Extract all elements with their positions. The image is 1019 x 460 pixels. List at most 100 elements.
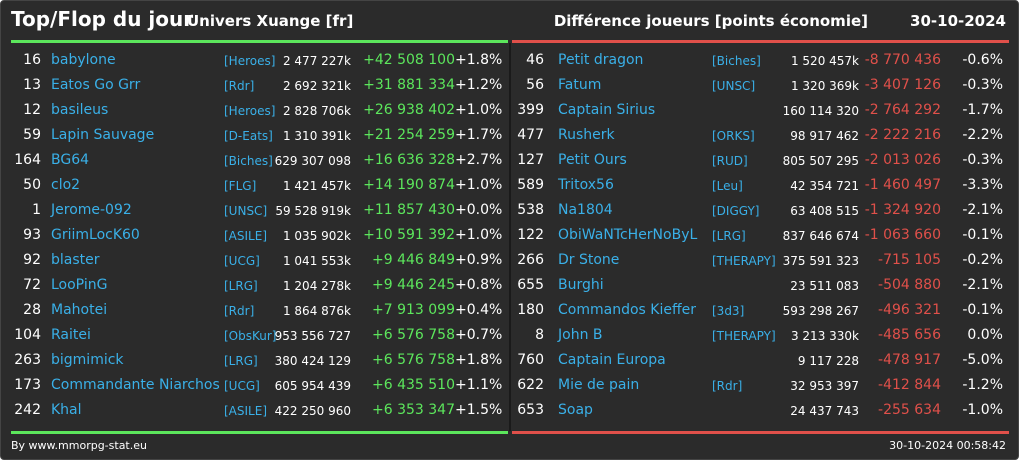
player-name-link[interactable]: Commandos Kieffer	[558, 302, 696, 318]
player-name-link[interactable]: Khal	[51, 402, 82, 418]
alliance-tag-link[interactable]: [THERAPY]	[712, 254, 776, 268]
alliance-tag-link[interactable]: [RUD]	[712, 154, 748, 168]
table-row: 46 Petit dragon [Biches] 1 520 457k -8 770 4…	[512, 49, 1009, 74]
rank-cell: 72	[23, 277, 41, 293]
player-name-link[interactable]: Eatos Go Grr	[51, 77, 141, 93]
player-name-link[interactable]: Commandante Niarchos	[51, 377, 220, 393]
player-name-link[interactable]: Tritox56	[558, 177, 614, 193]
diff-cell: +9 446 245	[372, 277, 455, 293]
alliance-tag-link[interactable]: [LRG]	[224, 354, 258, 368]
alliance-tag-link[interactable]: [ASILE]	[224, 229, 267, 243]
alliance-tag-link[interactable]: [ObsKur]	[224, 329, 277, 343]
player-name-link[interactable]: basileus	[51, 102, 109, 118]
table-row: 173 Commandante Niarchos [UCG] 605 954 439 +…	[11, 374, 508, 399]
rank-cell: 122	[517, 227, 544, 243]
player-name-link[interactable]: Rusherk	[558, 127, 615, 143]
alliance-tag-link[interactable]: [UCG]	[224, 254, 260, 268]
diff-cell: +16 636 328	[363, 152, 455, 168]
percent-cell: +0.9%	[455, 252, 503, 268]
diff-cell: +11 857 430	[363, 202, 455, 218]
table-row: 266 Dr Stone [THERAPY] 375 591 323 -715 105 -…	[512, 249, 1009, 274]
alliance-tag-link[interactable]: [ASILE]	[224, 404, 267, 418]
player-name-link[interactable]: bigmimick	[51, 352, 124, 368]
alliance-tag-link[interactable]: [FLG]	[224, 179, 257, 193]
player-name-link[interactable]: Petit Ours	[558, 152, 627, 168]
player-name-link[interactable]: Jerome-092	[51, 202, 132, 218]
points-cell: 32 953 397	[790, 379, 859, 393]
diff-cell: -1 324 920	[864, 202, 941, 218]
percent-cell: +1.0%	[455, 177, 503, 193]
alliance-tag-link[interactable]: [Heroes]	[224, 104, 276, 118]
player-name-link[interactable]: Soap	[558, 402, 593, 418]
player-name-link[interactable]: babylone	[51, 52, 116, 68]
alliance-tag-link[interactable]: [Rdr]	[712, 379, 743, 393]
player-name-link[interactable]: clo2	[51, 177, 81, 193]
percent-cell: -0.1%	[962, 302, 1003, 318]
player-name-link[interactable]: Petit dragon	[558, 52, 644, 68]
player-name-link[interactable]: Na1804	[558, 202, 613, 218]
percent-cell: +1.0%	[455, 102, 503, 118]
alliance-tag-link[interactable]: [Rdr]	[224, 79, 255, 93]
player-name-link[interactable]: GriimLocK60	[51, 227, 140, 243]
player-name-link[interactable]: Lapin Sauvage	[51, 127, 155, 143]
diff-cell: +6 353 347	[372, 402, 455, 418]
player-name-link[interactable]: John B	[558, 327, 603, 343]
player-name-link[interactable]: Mie de pain	[558, 377, 640, 393]
diff-cell: -715 105	[878, 252, 941, 268]
percent-cell: +1.2%	[455, 77, 503, 93]
points-cell: 9 117 228	[797, 354, 859, 368]
player-name-link[interactable]: Captain Europa	[558, 352, 666, 368]
alliance-tag-link[interactable]: [UCG]	[224, 379, 260, 393]
table-row: 589 Tritox56 [Leu] 42 354 721 -1 460 497 -3.3…	[512, 174, 1009, 199]
alliance-tag-link[interactable]: [3d3]	[712, 304, 745, 318]
percent-cell: +0.7%	[455, 327, 503, 343]
player-name-link[interactable]: Fatum	[558, 77, 602, 93]
player-name-link[interactable]: LooPinG	[51, 277, 108, 293]
alliance-tag-link[interactable]: [D-Eats]	[224, 129, 273, 143]
diff-cell: -8 770 436	[864, 52, 941, 68]
player-name-link[interactable]: Raitei	[51, 327, 91, 343]
points-cell: 1 204 278k	[282, 279, 351, 293]
table-row: 8 John B [THERAPY] 3 213 330k -485 656 0.0%	[512, 324, 1009, 349]
alliance-tag-link[interactable]: [THERAPY]	[712, 329, 776, 343]
alliance-tag-link[interactable]: [Biches]	[712, 54, 761, 68]
player-name-link[interactable]: ObiWaNTcHerNoByL	[558, 227, 698, 243]
alliance-tag-link[interactable]: [Heroes]	[224, 54, 276, 68]
alliance-tag-link[interactable]: [UNSC]	[712, 79, 756, 93]
player-name-link[interactable]: Captain Sirius	[558, 102, 656, 118]
diff-cell: -2 764 292	[864, 102, 941, 118]
points-cell: 1 041 553k	[282, 254, 351, 268]
table-row: 477 Rusherk [ORKS] 98 917 462 -2 222 216 -2.2…	[512, 124, 1009, 149]
source-credit: By www.mmorpg-stat.eu	[11, 439, 147, 452]
rank-cell: 59	[23, 127, 41, 143]
points-cell: 3 213 330k	[790, 329, 859, 343]
alliance-tag-link[interactable]: [LRG]	[224, 279, 258, 293]
points-cell: 1 320 369k	[790, 79, 859, 93]
table-row: 12 basileus [Heroes] 2 828 706k +26 938 402 +…	[11, 99, 508, 124]
percent-cell: -2.1%	[962, 277, 1003, 293]
rank-cell: 653	[517, 402, 544, 418]
percent-cell: -0.3%	[962, 77, 1003, 93]
player-name-link[interactable]: Dr Stone	[558, 252, 620, 268]
diff-cell: -2 222 216	[864, 127, 941, 143]
top-accent-bar	[11, 40, 508, 43]
diff-cell: -255 634	[878, 402, 941, 418]
points-cell: 1 310 391k	[282, 129, 351, 143]
alliance-tag-link[interactable]: [Biches]	[224, 154, 273, 168]
player-name-link[interactable]: BG64	[51, 152, 90, 168]
player-name-link[interactable]: blaster	[51, 252, 100, 268]
table-row: 92 blaster [UCG] 1 041 553k +9 446 849 +0.9%	[11, 249, 508, 274]
diff-cell: -1 460 497	[864, 177, 941, 193]
percent-cell: +1.8%	[455, 352, 503, 368]
player-name-link[interactable]: Mahotei	[51, 302, 108, 318]
alliance-tag-link[interactable]: [Rdr]	[224, 304, 255, 318]
rank-cell: 127	[517, 152, 544, 168]
player-name-link[interactable]: Burghi	[558, 277, 604, 293]
alliance-tag-link[interactable]: [UNSC]	[224, 204, 268, 218]
diff-cell: +42 508 100	[363, 52, 455, 68]
alliance-tag-link[interactable]: [DIGGY]	[712, 204, 760, 218]
alliance-tag-link[interactable]: [ORKS]	[712, 129, 755, 143]
alliance-tag-link[interactable]: [Leu]	[712, 179, 743, 193]
alliance-tag-link[interactable]: [LRG]	[712, 229, 746, 243]
